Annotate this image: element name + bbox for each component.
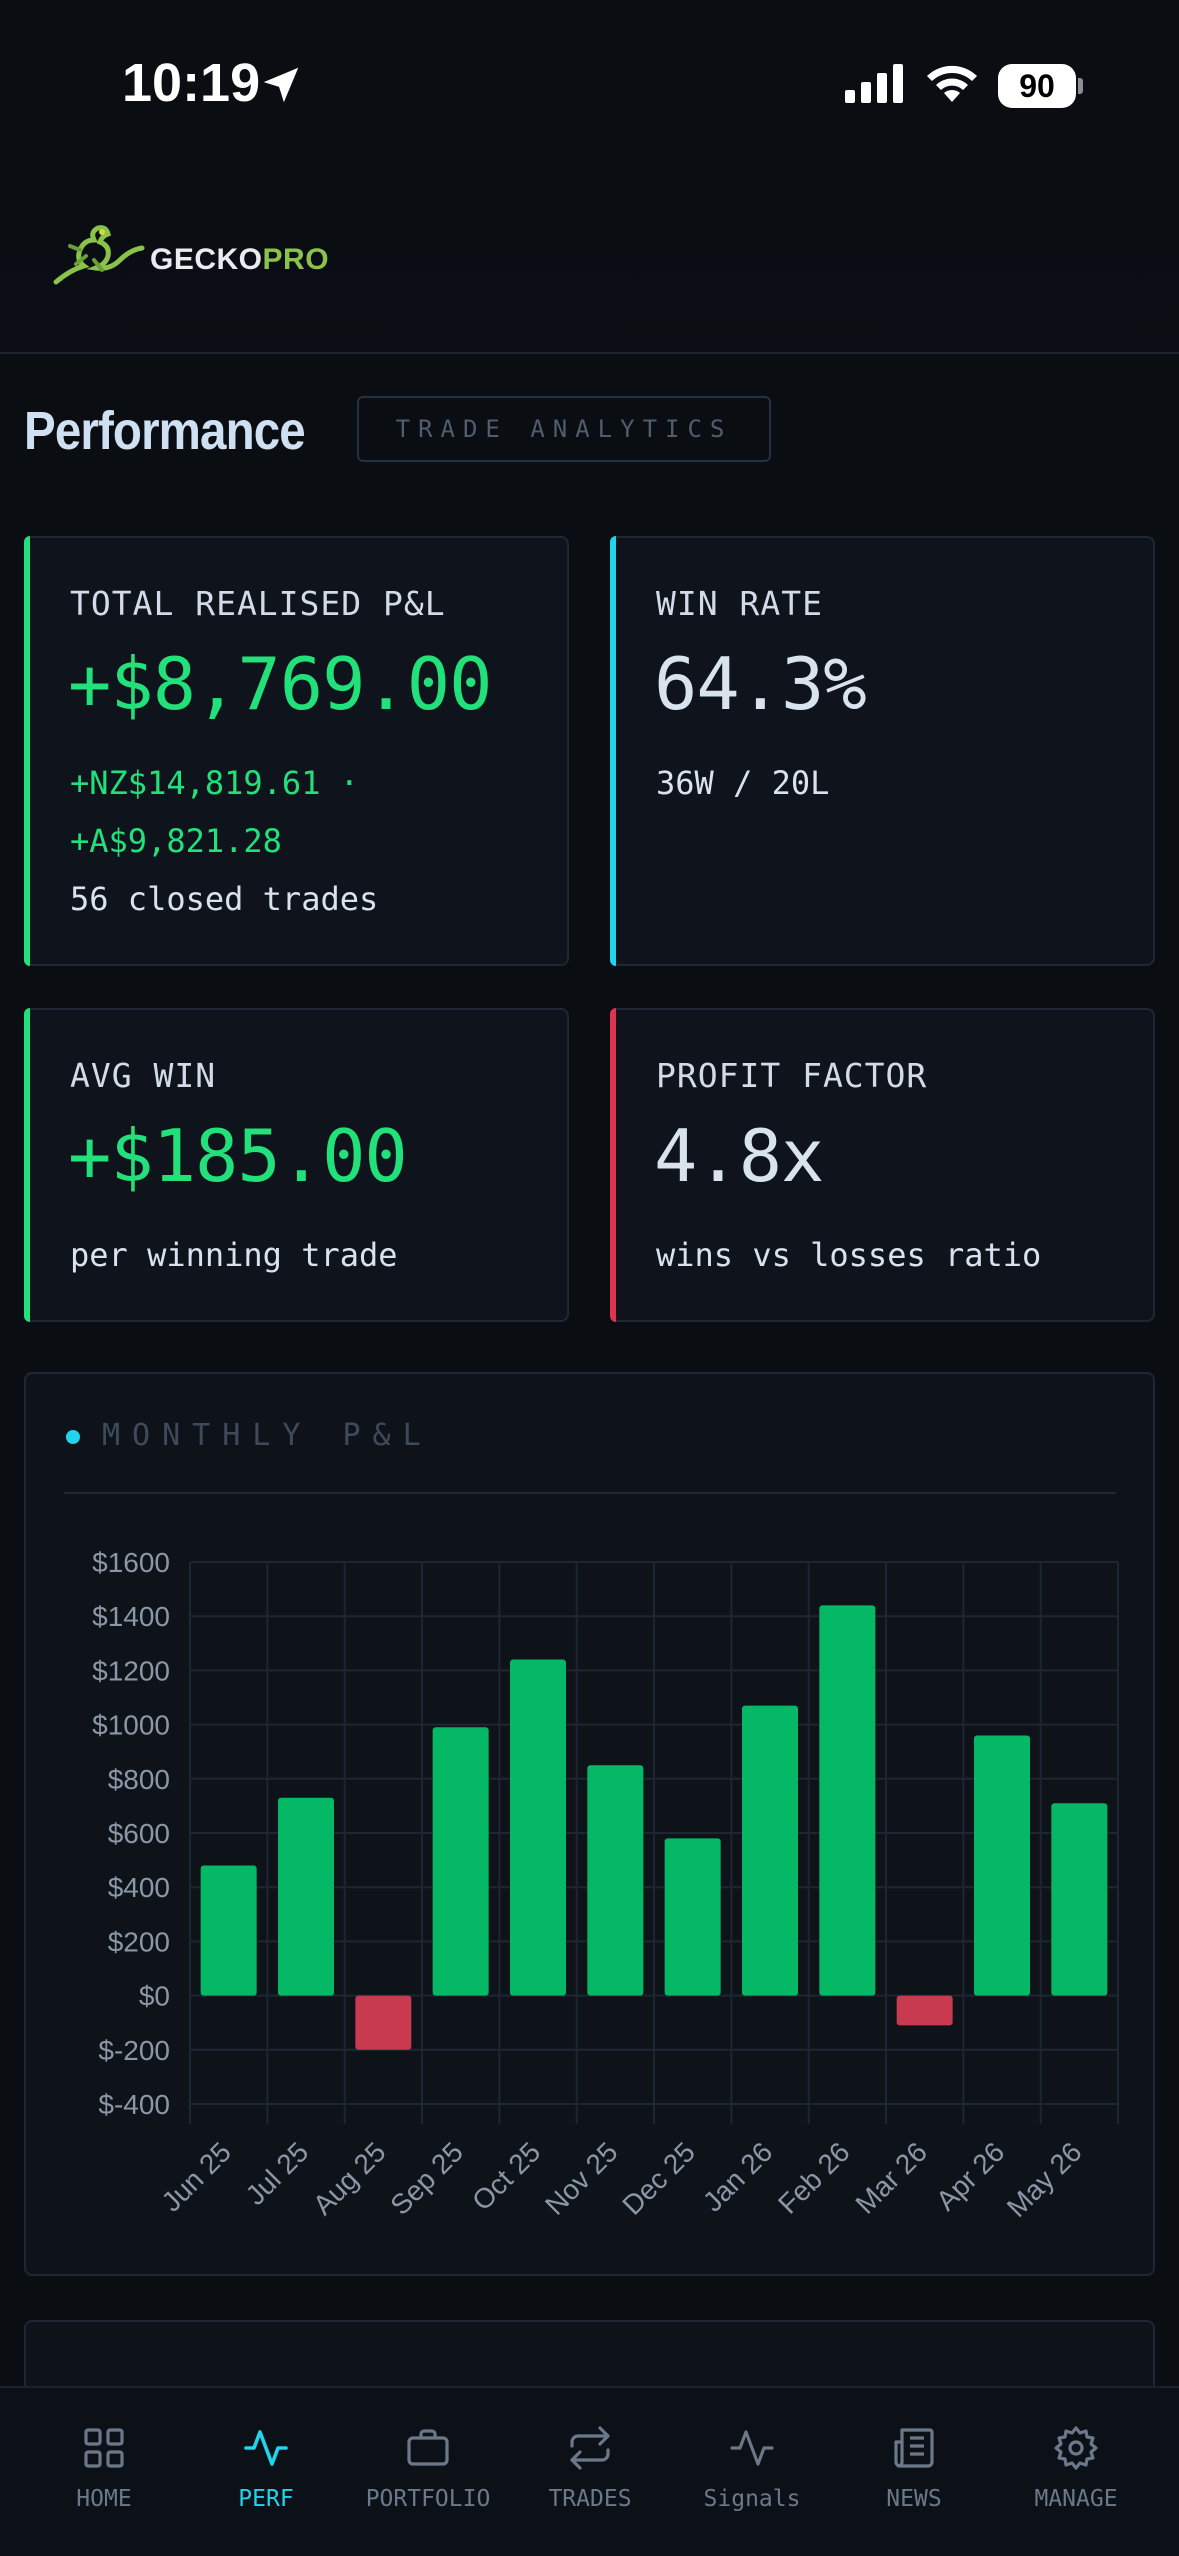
card-fx-nzd: +NZ$14,819.61 · (70, 764, 359, 802)
location-arrow-icon (263, 67, 299, 103)
tab-news[interactable]: NEWS (834, 2424, 994, 2534)
y-tick-label: $1600 (92, 1547, 170, 1578)
x-tick-label: Apr 26 (930, 2136, 1010, 2216)
grid-icon (84, 2428, 124, 2468)
card-accent (610, 1008, 616, 1322)
x-tick-label: Jun 25 (156, 2136, 237, 2217)
x-tick-label: Oct 25 (466, 2136, 546, 2216)
y-tick-label: $1000 (92, 1710, 170, 1741)
x-tick-label: Aug 25 (307, 2136, 392, 2221)
bar (510, 1659, 566, 1996)
y-tick-label: $600 (108, 1818, 170, 1849)
gear-icon (1054, 2426, 1098, 2470)
bar (974, 1735, 1030, 1996)
pulse-icon (244, 2430, 288, 2466)
tab-signals[interactable]: Signals (672, 2424, 832, 2534)
wifi-icon (927, 65, 977, 102)
tab-portfolio[interactable]: PORTFOLIO (348, 2424, 508, 2534)
tab-label: PERF (238, 2486, 294, 2512)
tab-label: MANAGE (1034, 2486, 1118, 2512)
tab-perf[interactable]: PERF (186, 2424, 346, 2534)
page-badge: TRADE ANALYTICS (357, 396, 771, 462)
page-title: Performance (24, 401, 306, 461)
card-label: WIN RATE (656, 584, 823, 623)
monthly-pl-chart: $1600 $1400 $1200 $1000 $800 $600 $400 $200 $0 $-… (92, 1547, 1119, 2223)
x-tick-label: Mar 26 (849, 2136, 933, 2220)
tab-label: NEWS (886, 2486, 942, 2512)
bar (587, 1765, 644, 1996)
cellular-signal-icon (845, 64, 903, 103)
card-note: wins vs losses ratio (656, 1236, 1042, 1274)
chart-head-dot (66, 1430, 80, 1444)
x-tick-label: May 26 (1001, 2136, 1088, 2223)
bar (1051, 1803, 1108, 1996)
card-accent (24, 536, 30, 966)
briefcase-icon (407, 2429, 449, 2466)
card-label: PROFIT FACTOR (656, 1056, 928, 1095)
x-tick-label: Dec 25 (616, 2136, 701, 2221)
brand-name: GECKOPRO (150, 243, 329, 277)
y-tick-label: $0 (139, 1981, 170, 2012)
x-tick-label: Nov 25 (539, 2136, 624, 2221)
brand-name-primary: GECKO (150, 243, 263, 276)
card-total-pl: TOTAL REALISED P&L +$8,769.00 +NZ$14,819… (24, 536, 569, 966)
battery-indicator: 90 (998, 64, 1076, 108)
y-tick-label: $1200 (92, 1655, 170, 1686)
brand-header: GECKOPRO (0, 170, 1179, 354)
tab-label: PORTFOLIO (365, 2486, 491, 2512)
chart-divider (64, 1492, 1116, 1494)
card-value: 64.3% (654, 642, 867, 726)
tab-label: HOME (76, 2486, 132, 2512)
bar (355, 1995, 412, 2050)
x-tick-label: Feb 26 (772, 2136, 856, 2220)
status-bar: 10:19 90 (0, 0, 1179, 170)
card-avg-win: AVG WIN +$185.00 per winning trade (24, 1008, 569, 1322)
brand-name-accent: PRO (262, 243, 330, 276)
card-note: per winning trade (70, 1236, 398, 1274)
x-tick-label: Sep 25 (384, 2136, 469, 2221)
newspaper-icon (894, 2428, 934, 2468)
card-fx-aud: +A$9,821.28 (70, 822, 282, 860)
card-profit-factor: PROFIT FACTOR 4.8x wins vs losses ratio (610, 1008, 1155, 1322)
repeat-icon (570, 2426, 610, 2470)
bar (432, 1727, 489, 1996)
card-note: 56 closed trades (70, 880, 379, 918)
battery-tip (1078, 78, 1083, 94)
bar (896, 1995, 953, 2026)
card-accent (24, 1008, 30, 1322)
bar (664, 1838, 721, 1996)
card-value: +$8,769.00 (68, 642, 492, 726)
tab-bar: HOME PERF PORTFOLIO TRADES Signals NEWS (0, 2386, 1179, 2556)
y-tick-label: $200 (108, 1926, 170, 1957)
tab-home[interactable]: HOME (24, 2424, 184, 2534)
gecko-logo-icon[interactable] (50, 220, 146, 290)
y-tick-label: $-400 (98, 2089, 170, 2120)
bar (742, 1705, 798, 1996)
pulse-icon (730, 2430, 774, 2466)
y-tick-label: $1400 (92, 1601, 170, 1632)
tab-manage[interactable]: MANAGE (996, 2424, 1156, 2534)
monthly-pl-card: MONTHLY P&L $1600 $1400 $1200 $1000 $800 $600… (24, 1372, 1155, 2276)
tab-label: Signals (703, 2486, 801, 2512)
x-tick-label: Jan 26 (697, 2136, 778, 2217)
card-label: TOTAL REALISED P&L (70, 584, 446, 623)
tab-trades[interactable]: TRADES (510, 2424, 670, 2534)
bar (200, 1865, 257, 1996)
y-tick-label: $-200 (98, 2035, 170, 2066)
bar (278, 1797, 334, 1996)
status-time: 10:19 (122, 53, 261, 113)
y-tick-label: $800 (108, 1764, 170, 1795)
card-value: +$185.00 (68, 1114, 408, 1198)
chart-title: MONTHLY P&L (102, 1418, 433, 1453)
y-tick-label: $400 (108, 1872, 170, 1903)
tab-label: TRADES (548, 2486, 632, 2512)
card-note: 36W / 20L (656, 764, 830, 802)
card-accent (610, 536, 616, 966)
bar (819, 1605, 876, 1996)
card-value: 4.8x (654, 1114, 824, 1198)
card-win-rate: WIN RATE 64.3% 36W / 20L (610, 536, 1155, 966)
x-tick-label: Jul 25 (240, 2136, 315, 2211)
card-label: AVG WIN (70, 1056, 217, 1095)
